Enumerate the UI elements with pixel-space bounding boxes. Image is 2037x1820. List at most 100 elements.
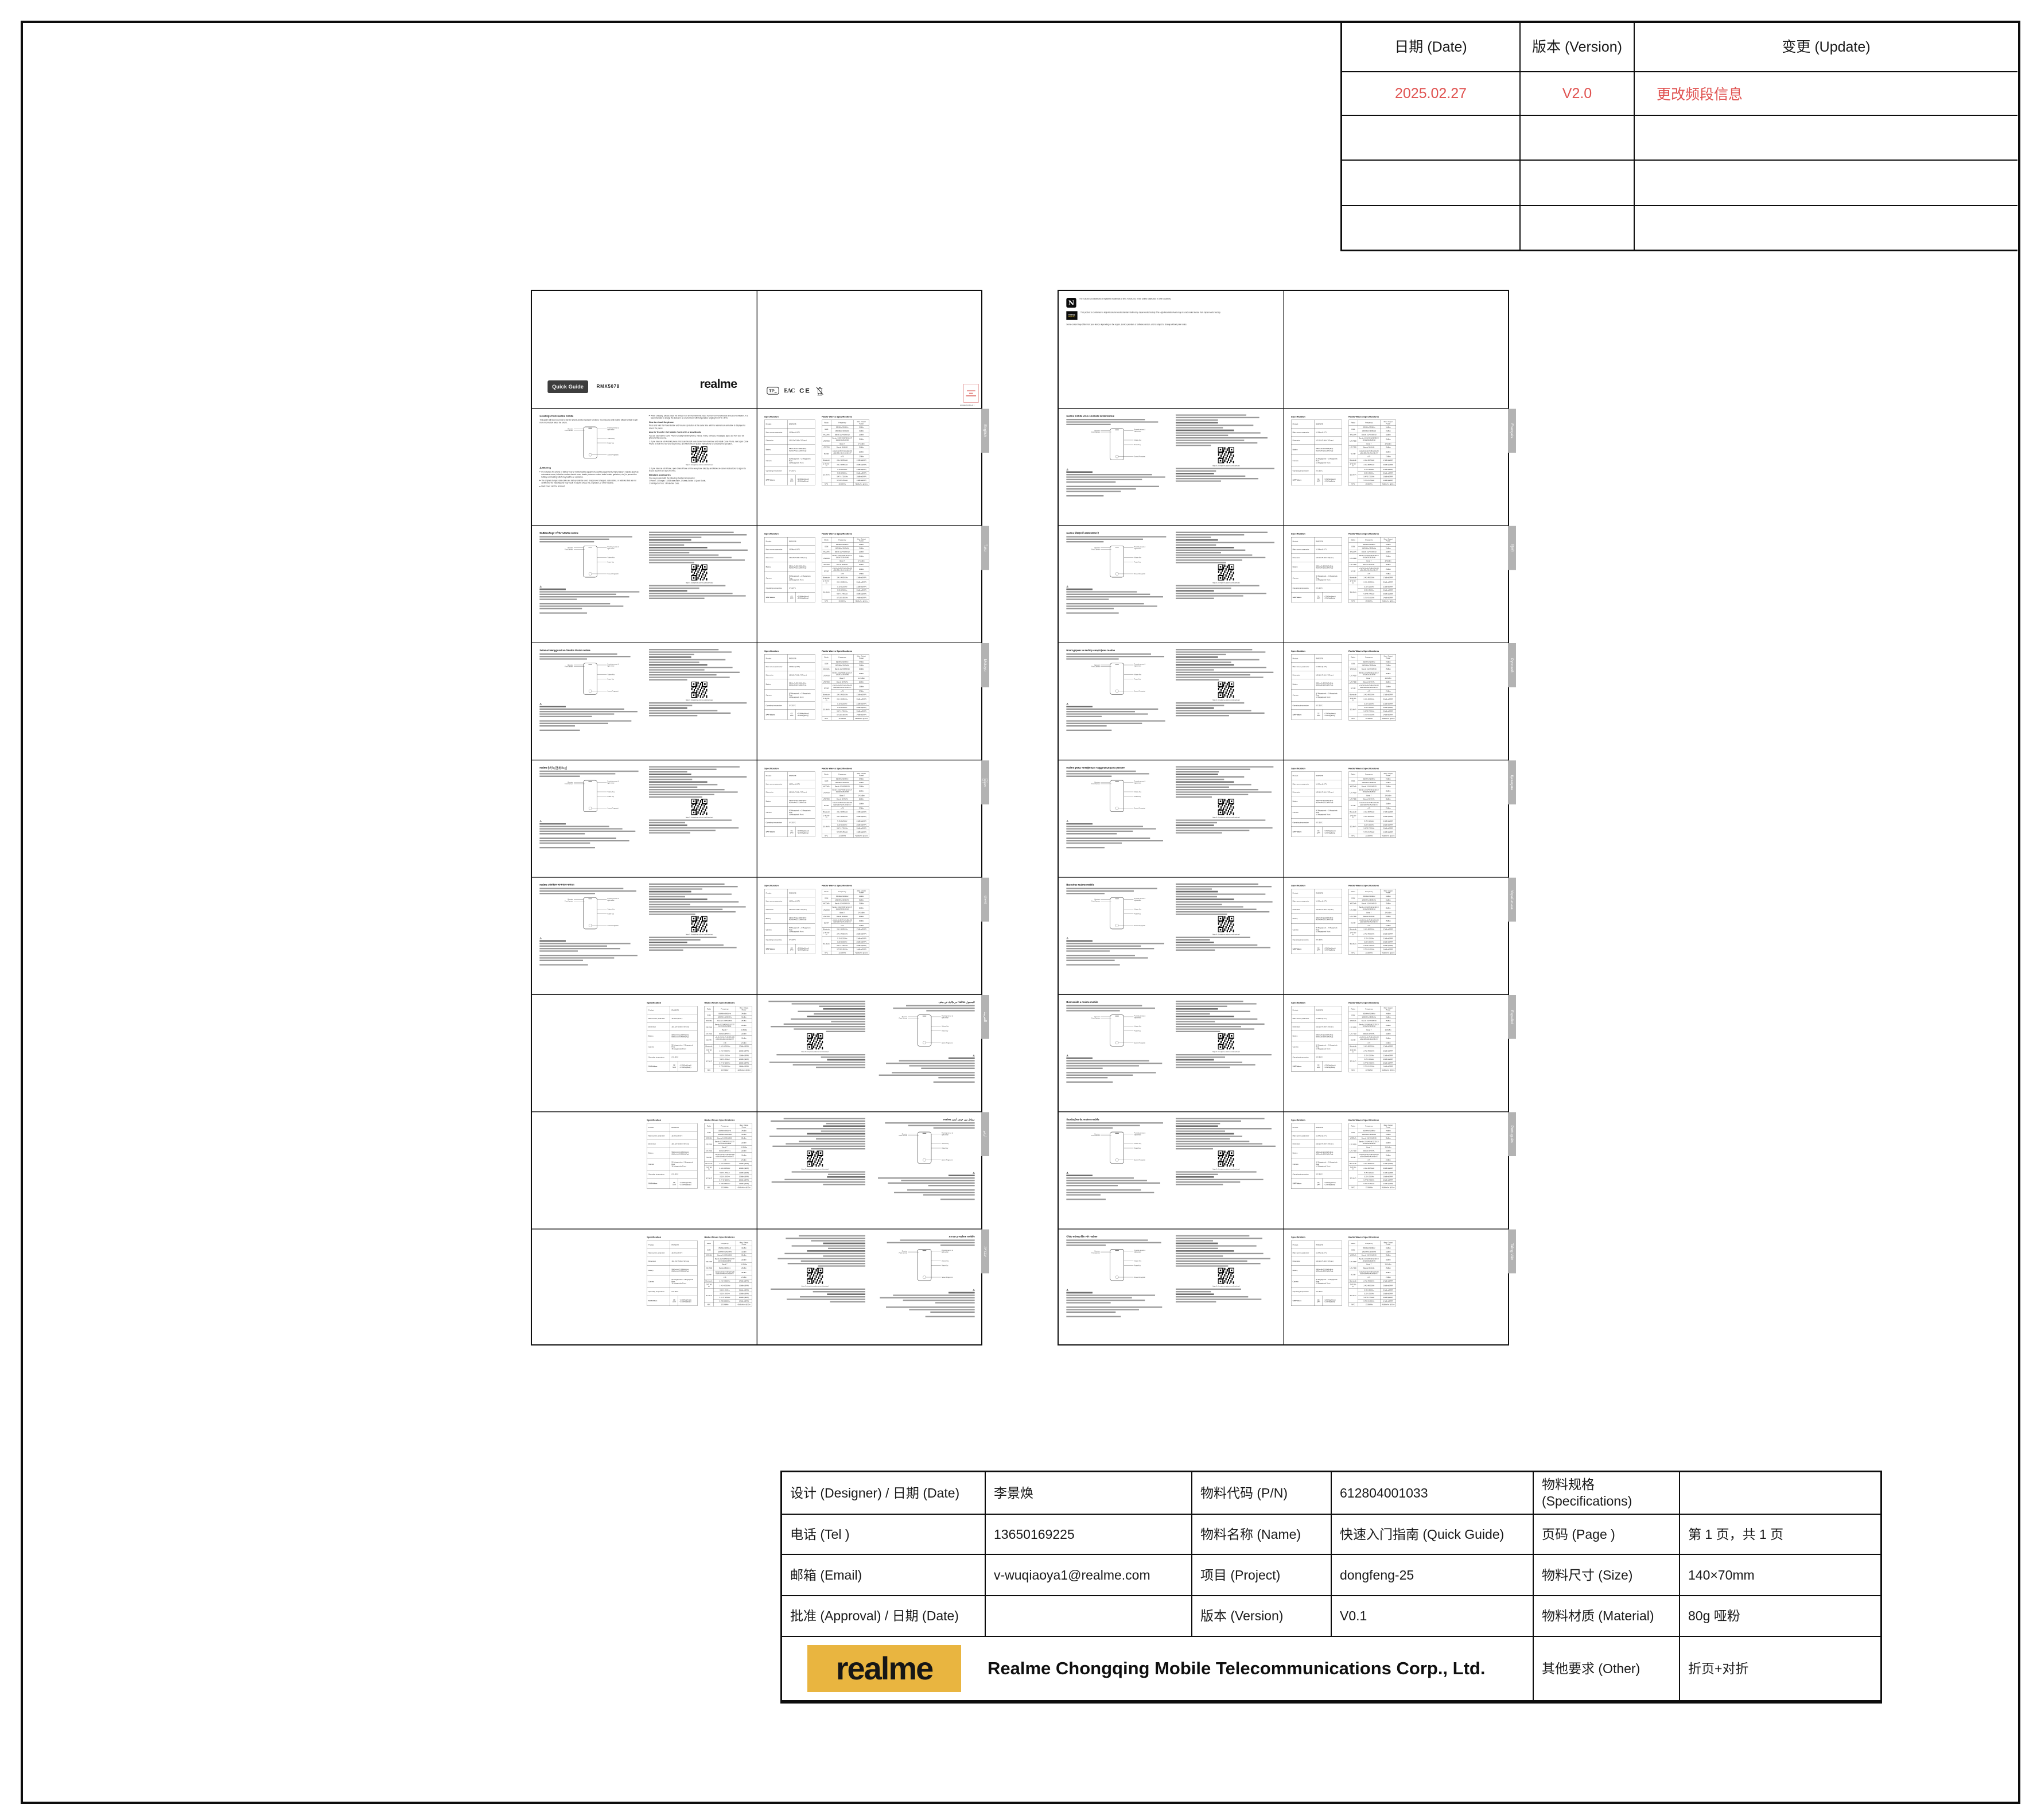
greeked-text-line <box>539 840 629 842</box>
greeked-text-line <box>1066 588 1093 590</box>
specification-title: Specification <box>1291 767 1305 770</box>
eac-mark-icon: EAC <box>784 387 795 394</box>
greeked-text-line <box>1066 1185 1118 1187</box>
instructions-half: Благодарим за выбор смартфона realme Rec… <box>1059 643 1283 760</box>
greeked-text-line <box>813 1291 866 1293</box>
greeked-text-line <box>1066 729 1112 732</box>
instructions-half: realme မိုဘိုင်းမှ ကြိုဆိုပါသည် Receiver… <box>532 760 756 877</box>
greeked-text-line <box>1175 671 1274 673</box>
greeked-text-line <box>648 671 740 673</box>
qr-code <box>1217 563 1235 581</box>
greeked-text-line <box>921 1067 975 1070</box>
greeked-text-line <box>1175 468 1275 469</box>
greeked-text-line <box>1175 705 1224 706</box>
greeked-text-line <box>1066 419 1145 421</box>
svg-text:Front Camera: Front Camera <box>565 549 573 550</box>
svg-text:Proximity sensor &: Proximity sensor & <box>942 1015 953 1017</box>
radio-specs-table: Radio Frequency Max. Output Power GSM 850MHz… <box>1348 419 1397 486</box>
greeked-text-line <box>648 557 732 558</box>
greeked-text-line <box>1175 417 1259 418</box>
greeked-text-line <box>648 674 717 676</box>
greeked-text-line <box>938 1077 975 1079</box>
greeked-text-line <box>1066 1245 1106 1246</box>
greeked-text-line <box>1175 536 1211 538</box>
greeked-text-line <box>648 551 690 554</box>
greeked-text-line <box>923 1194 975 1196</box>
nfc-legal-text: The N-Mark is a trademark or registered … <box>1079 298 1171 300</box>
greeked-text-line <box>906 1005 975 1007</box>
greeked-text-line <box>648 883 725 885</box>
greeked-text-line <box>1066 1067 1103 1070</box>
greeked-text-line <box>893 1008 975 1009</box>
greeked-text-line <box>1175 422 1218 423</box>
svg-text:Receiver: Receiver <box>902 1251 907 1253</box>
svg-text:Power Key: Power Key <box>942 1148 948 1149</box>
greeked-text-line <box>1066 1192 1154 1193</box>
greeked-text-line <box>1175 1176 1214 1178</box>
specification-table-block: Specification Product RMX5078 Main screen … <box>1291 884 1342 990</box>
greeked-text-line <box>928 1185 975 1187</box>
greeked-text-line <box>1066 479 1142 481</box>
specification-table: Product RMX5078 Main screen parameter 16.94… <box>1291 888 1342 954</box>
svg-text:Power Key: Power Key <box>1134 1265 1141 1266</box>
greeked-text-line <box>648 893 732 895</box>
greeked-text-line <box>539 729 580 732</box>
greeked-text-line <box>770 1288 866 1290</box>
svg-text:Volume Key: Volume Key <box>1134 792 1142 793</box>
greeting-heading: ברכות מ-realme mobile <box>948 1235 975 1238</box>
radio-specs-table: Radio Frequency Max. Output Power GSM 850MHz… <box>704 1240 752 1306</box>
clone-phone-url: https://i.clonephone.coloros.com/downloa… <box>1212 1168 1240 1170</box>
greeked-text-line <box>1175 1181 1241 1183</box>
tables-half: Specification Product RMX5078 Main screen … <box>756 643 981 760</box>
greeked-text-line <box>539 837 616 839</box>
info-value: 80g 哑粉 <box>1680 1596 1880 1637</box>
greeked-text-line <box>1175 830 1250 831</box>
greeked-text-line <box>1175 546 1234 549</box>
svg-text:Screen Fingerprint: Screen Fingerprint <box>1134 925 1146 927</box>
greeting-heading: Вас вітає realme mobile <box>1066 883 1094 886</box>
greeked-text-line <box>648 936 717 939</box>
greeked-text-line <box>1175 913 1227 915</box>
specification-table: Product RMX5078 Main screen parameter 16.94… <box>1291 1123 1342 1189</box>
greeked-text-line <box>830 1301 866 1303</box>
svg-text:light sensor: light sensor <box>942 1017 948 1018</box>
greeked-text-line <box>1066 773 1149 775</box>
greeked-text-line <box>1175 559 1242 561</box>
greeked-text-line <box>648 585 726 587</box>
greeked-text-line <box>1066 1077 1108 1079</box>
greeked-text-line <box>648 939 701 941</box>
greeked-text-line <box>1175 1021 1215 1022</box>
greeked-text-line <box>800 1260 866 1262</box>
svg-text:Front Camera: Front Camera <box>1091 666 1100 668</box>
greeked-text-line <box>648 542 741 543</box>
greeked-text-line <box>1066 605 1157 607</box>
qr-code <box>806 1267 824 1285</box>
instructions-half: Selamat Menggunakan Telefon Pintar realm… <box>532 643 756 760</box>
svg-text:Power Key: Power Key <box>608 442 615 444</box>
greeked-text-line <box>539 725 575 727</box>
greeked-text-line <box>1175 1018 1258 1020</box>
specification-table: Product RMX5078 Main screen parameter 16.94… <box>1291 1006 1342 1072</box>
info-empty-cell <box>986 1596 1192 1637</box>
greeked-text-line <box>1175 1138 1230 1140</box>
phone-diagram: Receiver Front Camera Proximity sensor &… <box>899 1131 953 1164</box>
greeked-text-line <box>1175 531 1268 533</box>
phone-diagram: Receiver Front Camera Proximity sensor &… <box>1091 1249 1146 1281</box>
nfc-n-mark-icon: N <box>1066 298 1076 308</box>
greeked-text-line <box>816 1067 866 1068</box>
specification-title: Specification <box>1291 532 1305 535</box>
greeked-text-line <box>539 833 585 835</box>
radio-specs-title: Radio Waves Specifications <box>704 1118 735 1122</box>
greeked-text-line <box>1066 536 1167 538</box>
greeked-text-line <box>1175 947 1271 948</box>
specification-table-block: Specification Product RMX5078 Main screen … <box>1291 415 1342 522</box>
greeked-text-line <box>1175 659 1259 660</box>
svg-text:Screen Fingerprint: Screen Fingerprint <box>1134 1277 1146 1278</box>
language-row-မြန်မာ: realme မိုဘိုင်းမှ ကြိုဆိုပါသည် Receiver… <box>532 759 989 877</box>
language-tab: English <box>981 409 989 453</box>
specification-table: Product RMX5078 Main screen parameter 16.94… <box>764 888 815 954</box>
specification-title: Specification <box>764 650 779 652</box>
greeked-text-line <box>888 1182 975 1184</box>
greeked-text-line <box>828 1173 866 1176</box>
greeked-text-line <box>648 666 733 668</box>
